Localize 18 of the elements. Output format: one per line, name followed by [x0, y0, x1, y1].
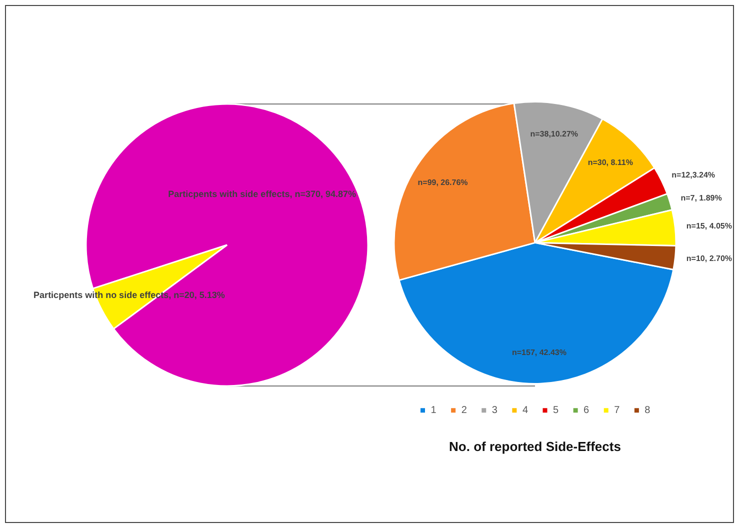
legend-label: 8: [644, 405, 651, 416]
data-label: n=157, 42.43%: [512, 348, 566, 357]
data-label: n=7, 1.89%: [680, 194, 722, 203]
legend-label: 4: [522, 405, 528, 416]
legend-label: 2: [461, 405, 468, 416]
legend-label: 3: [492, 405, 498, 416]
data-label: n=99, 26.76%: [418, 178, 468, 187]
data-label: n=15, 4.05%: [686, 222, 732, 231]
data-label: n=10, 2.70%: [686, 254, 732, 264]
data-label: n=30, 8.11%: [588, 158, 633, 167]
legend-label: 5: [553, 405, 559, 416]
legend-label: 6: [584, 405, 590, 416]
data-label: n=38,10.27%: [530, 130, 578, 139]
slice-label: Particpents with side effects, n=370, 94.87%: [168, 189, 356, 200]
text: No. of reported Side-Effects: [449, 438, 621, 454]
data-label: n=12,3.24%: [672, 170, 716, 180]
legend-label: 7: [614, 405, 620, 416]
legend-label: 1: [430, 405, 437, 416]
